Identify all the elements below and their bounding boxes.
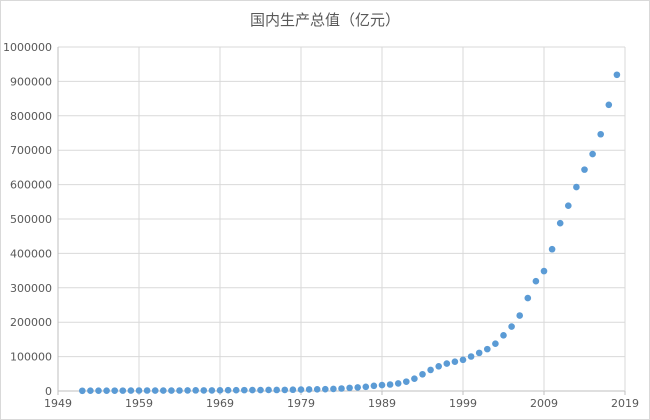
data-point: [281, 386, 289, 394]
data-point: [127, 387, 135, 394]
data-point: [95, 387, 102, 395]
data-point: [605, 101, 613, 109]
data-point: [87, 387, 94, 395]
data-point: [111, 387, 118, 394]
data-point: [330, 385, 337, 393]
data-point: [565, 202, 572, 210]
data-point: [475, 349, 483, 357]
x-tick-label: 1959: [125, 397, 153, 410]
data-point: [151, 387, 159, 394]
data-point: [265, 386, 272, 394]
data-point: [200, 387, 208, 394]
data-point: [273, 386, 281, 394]
y-tick-label: 1000000: [3, 41, 52, 54]
data-point: [403, 378, 410, 385]
y-tick-label: 500000: [10, 213, 52, 226]
data-point: [467, 353, 475, 360]
data-point: [532, 277, 540, 285]
x-tick-label: 1989: [368, 397, 396, 410]
data-point: [419, 370, 426, 378]
data-point: [135, 387, 143, 394]
data-point: [540, 267, 548, 275]
data-point: [160, 387, 167, 394]
y-tick-label: 600000: [10, 179, 52, 192]
x-tick-label: 1979: [287, 397, 315, 410]
y-tick-label: 300000: [10, 282, 52, 295]
data-point: [297, 386, 305, 393]
data-point: [103, 387, 110, 394]
x-tick-label: 1999: [449, 397, 477, 410]
data-point: [484, 345, 491, 353]
data-point: [168, 387, 175, 394]
data-point: [508, 323, 515, 330]
data-point: [362, 383, 370, 391]
data-point: [443, 360, 451, 367]
data-point: [451, 358, 459, 365]
data-point: [524, 294, 532, 302]
data-point: [589, 150, 596, 158]
data-point: [459, 356, 467, 364]
y-tick-label: 700000: [10, 144, 52, 157]
data-point: [613, 71, 621, 79]
data-point: [411, 375, 418, 383]
data-point: [208, 387, 216, 394]
data-point: [232, 386, 240, 394]
x-tick-label: 1969: [206, 397, 234, 410]
data-point: [597, 130, 604, 138]
data-point: [176, 387, 183, 394]
y-tick-label: 0: [45, 385, 52, 398]
data-point: [500, 332, 507, 339]
data-point: [394, 380, 402, 387]
data-point: [370, 382, 378, 390]
data-point: [79, 387, 86, 395]
x-tick-label: 2009: [530, 397, 558, 410]
data-point: [346, 384, 353, 392]
data-point: [313, 386, 321, 393]
data-point: [224, 386, 232, 394]
data-point: [192, 387, 199, 394]
data-point: [573, 183, 580, 191]
y-tick-label: 400000: [10, 247, 52, 260]
data-point: [289, 386, 297, 394]
data-point: [216, 387, 224, 394]
data-point: [492, 340, 499, 348]
y-tick-label: 100000: [10, 351, 52, 364]
y-tick-label: 800000: [10, 110, 52, 123]
chart-title: 国内生产总值（亿元）: [249, 11, 400, 29]
data-point: [378, 381, 386, 389]
data-point: [119, 387, 127, 394]
data-point: [354, 384, 362, 391]
data-point: [435, 362, 443, 370]
data-point: [581, 166, 588, 173]
x-tick-label: 2019: [611, 397, 639, 410]
data-point: [338, 385, 345, 392]
y-tick-label: 900000: [10, 75, 52, 88]
data-point: [241, 386, 248, 394]
data-point: [386, 381, 394, 388]
y-tick-label: 200000: [10, 316, 52, 329]
data-point: [556, 219, 564, 227]
data-point: [305, 386, 313, 393]
data-point: [249, 386, 256, 394]
data-point: [257, 386, 264, 394]
data-point: [143, 387, 151, 394]
data-point: [184, 387, 191, 394]
data-point: [516, 312, 523, 319]
data-point: [322, 385, 329, 393]
data-point: [427, 366, 434, 374]
data-point: [548, 245, 556, 253]
x-tick-label: 1949: [44, 397, 72, 410]
